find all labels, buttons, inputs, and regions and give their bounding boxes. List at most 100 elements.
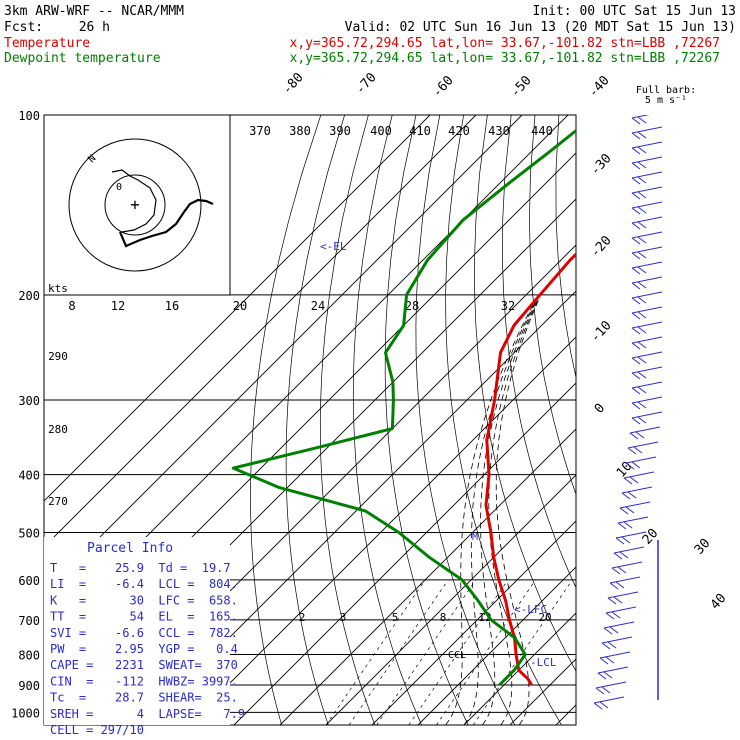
mixing-ratio-label: 8 — [440, 611, 447, 624]
wind-barb-flag — [629, 476, 639, 484]
wind-barb-flag — [637, 131, 647, 139]
mixing-ratio-label: 20 — [538, 611, 551, 624]
wind-barb-flag — [637, 341, 647, 349]
wind-barb-flag — [637, 281, 647, 289]
pressure-label-400: 400 — [18, 469, 40, 483]
theta-label: 440 — [531, 124, 553, 138]
dry-adiabat-line — [555, 115, 576, 379]
legend-dewpoint-info: x,y=365.72,294.65 lat,lon= 33.67,-101.82… — [290, 51, 720, 66]
wind-barb-flag — [595, 687, 605, 695]
wind-barb-staff — [631, 411, 663, 419]
isotherm-label: 0 — [592, 401, 608, 417]
pressure-label-600: 600 — [18, 574, 40, 588]
wind-barb-flag — [631, 461, 641, 469]
wind-barb-flag — [621, 536, 631, 544]
wind-barb-staff — [631, 171, 663, 179]
wind-barb-staff — [627, 441, 659, 449]
wind-barb-flag — [601, 686, 611, 694]
dry-adiabat-line — [352, 115, 422, 725]
isotherm-line — [325, 474, 576, 725]
pressure-label-700: 700 — [18, 614, 40, 628]
wind-barb-flag — [637, 356, 647, 364]
wind-barb-flag — [637, 146, 647, 154]
forecast-label: Fcst: — [4, 20, 43, 35]
hodograph-speed-labels: 8 12 16 20 24 28 32 — [68, 299, 515, 313]
wind-barb-staff — [631, 276, 663, 284]
wind-barb-flag — [637, 311, 647, 319]
isotherm-label: -60 — [430, 73, 457, 100]
wind-barb-flag — [637, 371, 647, 379]
wind-barb-staff — [631, 306, 663, 314]
hodograph-center: + — [130, 195, 140, 214]
moist-adiabat-line — [463, 294, 540, 725]
isotherm-line — [44, 115, 523, 594]
wind-barb-staff — [597, 666, 629, 674]
isotherm-label: -10 — [588, 318, 615, 345]
wind-barb-staff — [615, 531, 647, 539]
wind-barb-staff — [631, 261, 663, 269]
wind-barb-flag — [613, 596, 623, 604]
theta-label: 400 — [370, 124, 392, 138]
wind-barb-flag — [637, 161, 647, 169]
pressure-label-900: 900 — [18, 679, 40, 693]
wind-barb-flag — [599, 657, 609, 665]
barb-legend-line2: 5 m s⁻¹ — [645, 95, 687, 106]
theta-label: 380 — [289, 124, 311, 138]
wind-barb-flag — [631, 417, 641, 425]
legend-temperature-info: x,y=365.72,294.65 lat,lon= 33.67,-101.82… — [290, 36, 720, 51]
wind-barb-flag — [631, 147, 641, 155]
dry-adiabat-line — [607, 115, 740, 725]
wind-barb-staff — [599, 651, 631, 659]
wind-barb-flag — [605, 612, 615, 620]
wind-barb-staff — [631, 396, 663, 404]
isotherm-line — [417, 566, 576, 725]
wind-barb-staff — [617, 516, 649, 524]
mixing-ratio-line — [408, 579, 509, 725]
dry-adiabat-line — [285, 115, 345, 725]
wind-barb-flag — [637, 266, 647, 274]
moist-adiabat-line — [488, 294, 541, 725]
hodograph-ring-label-inner: 0 — [116, 182, 122, 193]
wind-barb-flag — [617, 566, 627, 574]
wind-barb-flag — [619, 507, 629, 515]
parcel-info-row: K = 30 LFC = 658. — [50, 593, 238, 607]
wind-barb-staff — [623, 471, 655, 479]
dry-adiabat-line — [250, 115, 322, 725]
isotherm-line — [44, 115, 477, 548]
isotherm-line — [509, 658, 576, 725]
wind-barb-flag — [617, 522, 627, 530]
wind-barb-flag — [631, 267, 641, 275]
mixing-ratio-label: 5 — [392, 611, 399, 624]
wind-barb-flag — [637, 251, 647, 259]
theta-label: 390 — [329, 124, 351, 138]
wind-barb-staff — [613, 546, 645, 554]
wind-barb-flag — [637, 416, 647, 424]
isotherm-label: -40 — [586, 73, 613, 100]
wind-barb-staff — [631, 231, 663, 239]
wind-barb-staff — [593, 696, 625, 704]
wind-barb-staff — [631, 156, 663, 164]
hodo-speed-label: 16 — [165, 299, 179, 313]
wind-barb-staff — [603, 621, 635, 629]
wind-barb-staff — [631, 186, 663, 194]
mixing-ratio-label: 3 — [340, 611, 347, 624]
moist-adiabat-line — [480, 294, 540, 725]
ccl-marker: CCL — [448, 650, 466, 661]
wind-barb-flag — [637, 401, 647, 409]
mixing-ratio-line — [325, 579, 426, 725]
dry-adiabat-line — [630, 115, 740, 725]
wind-barb-staff — [621, 486, 653, 494]
legend-temperature: Temperature — [4, 36, 90, 51]
dry-adiabat-line — [415, 115, 516, 725]
parcel-info-background — [44, 537, 230, 725]
hodo-speed-label: 28 — [405, 299, 419, 313]
parcel-info-row: SREH = 4 LAPSE= 7.9 — [50, 707, 245, 721]
wind-barb-staff — [631, 201, 663, 209]
wind-barb-flag — [607, 641, 617, 649]
wind-barb-flag — [599, 701, 609, 709]
model-title: 3km ARW-WRF -- NCAR/MMM — [4, 4, 184, 19]
hodo-speed-label: 24 — [311, 299, 325, 313]
wind-barb-flag — [627, 491, 637, 499]
wind-barb-flag — [631, 372, 641, 380]
forecast-hour: 26 h — [79, 20, 110, 35]
